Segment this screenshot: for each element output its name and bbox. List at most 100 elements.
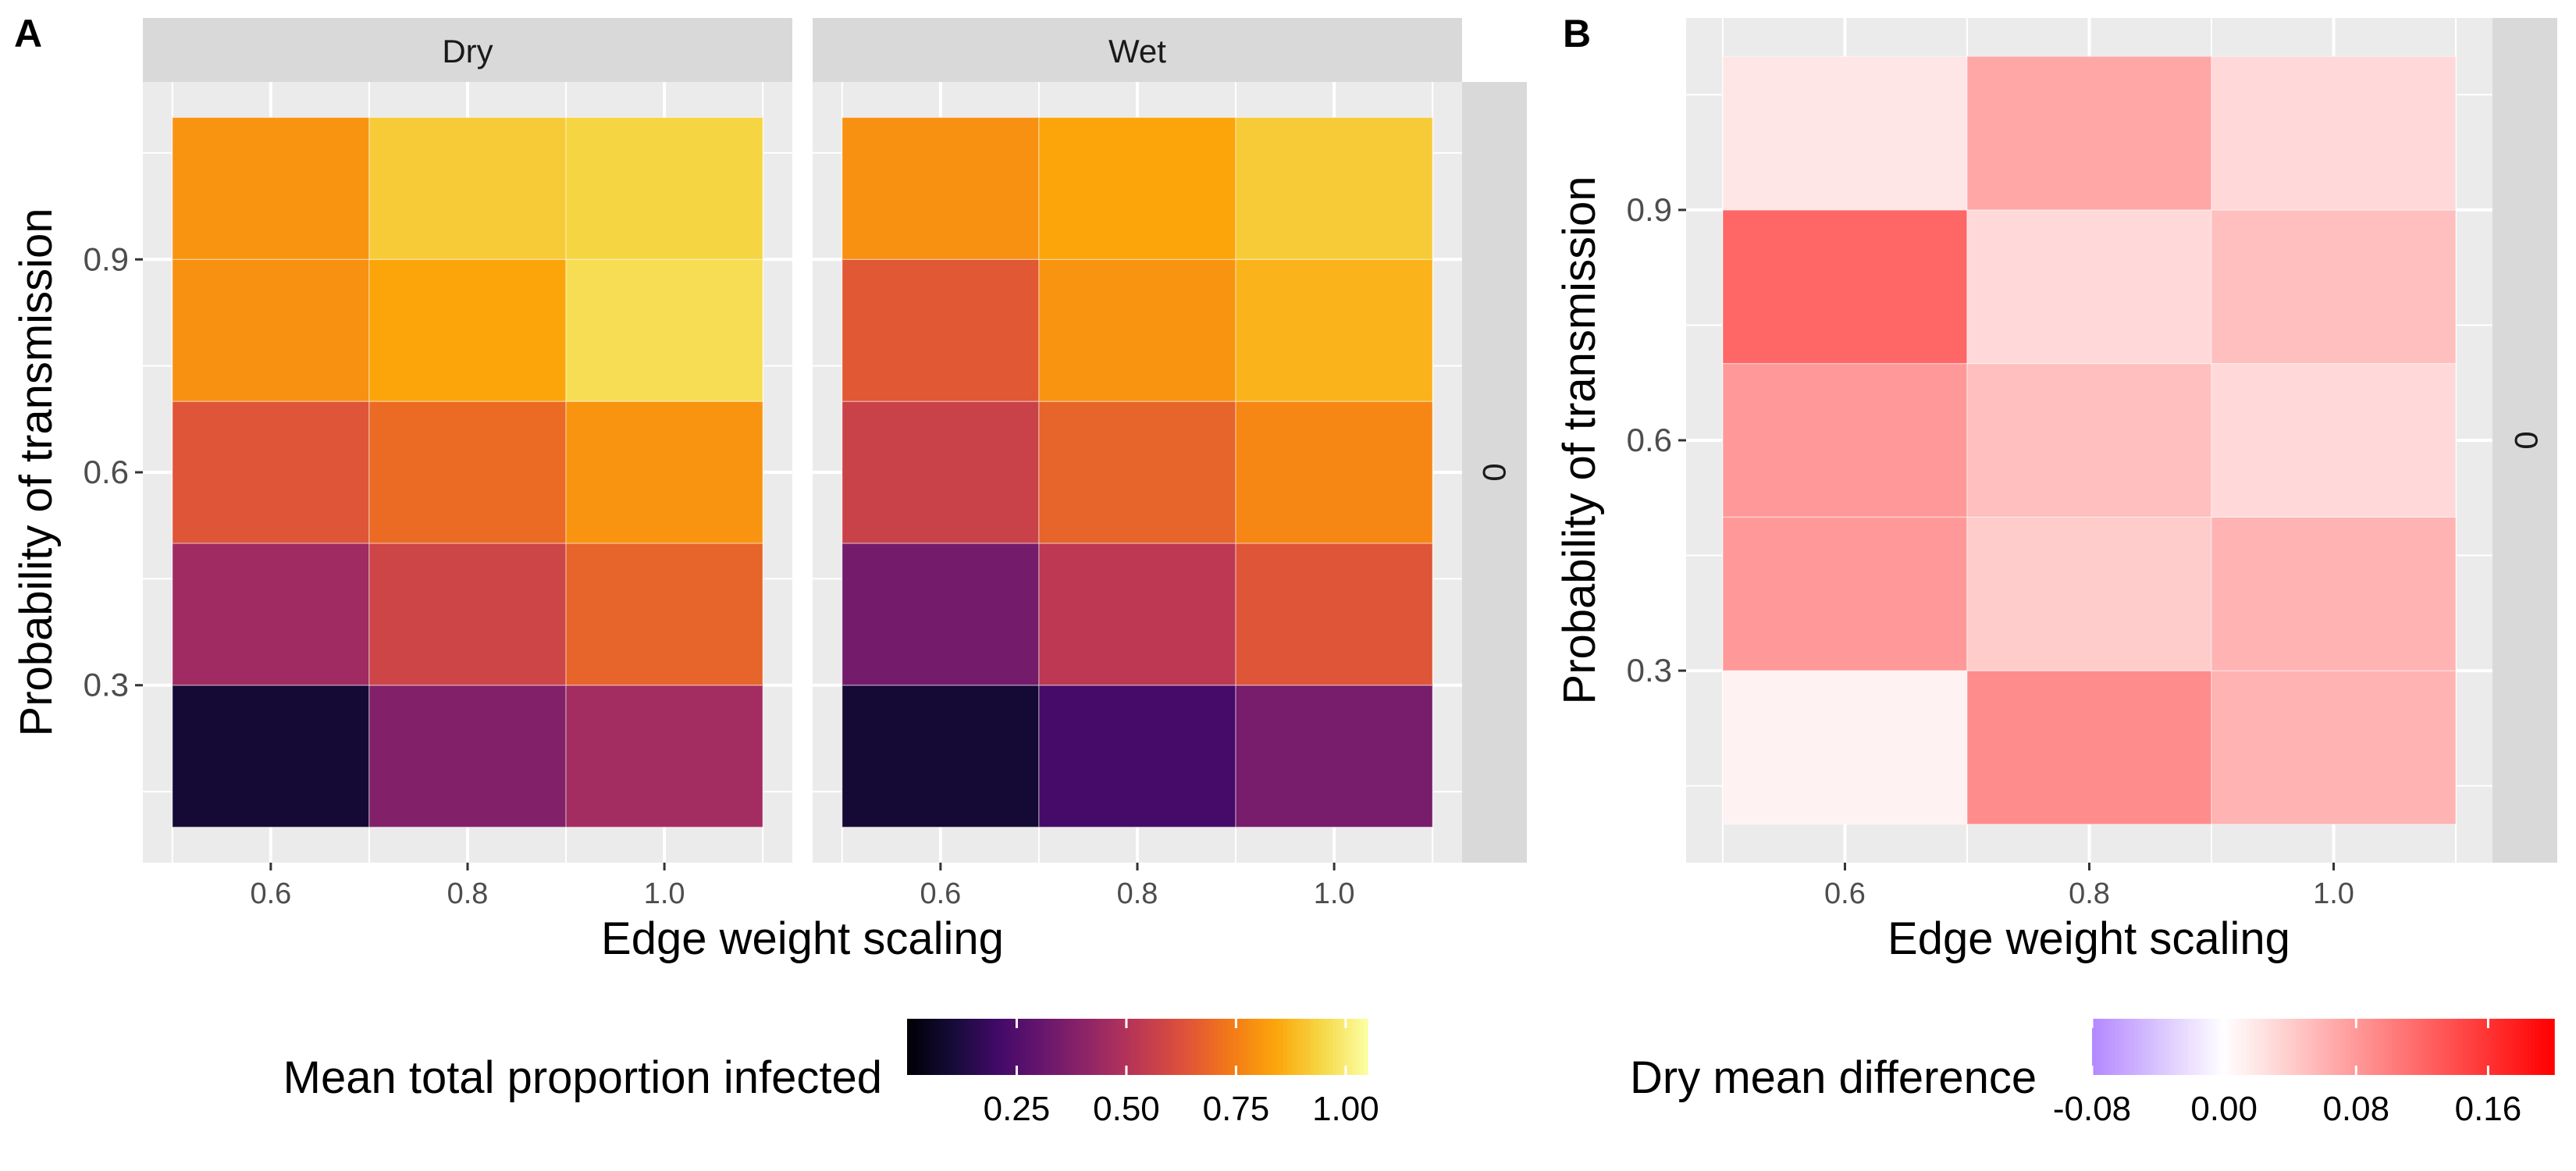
legend-b-colorbar-segment xyxy=(2211,1019,2216,1075)
legend-b-colorbar-segment xyxy=(2469,1019,2475,1075)
facet-dry-tiles xyxy=(172,116,763,828)
legend-a-colorbar-segment xyxy=(1233,1019,1238,1075)
legend-a-colorbar-segment xyxy=(918,1019,923,1075)
diff-tile xyxy=(1966,55,2212,211)
legend-a-colorbar-segment xyxy=(1080,1019,1084,1075)
legend-b-colorbar-segment xyxy=(2523,1019,2528,1075)
legend-a-colorbar-segment xyxy=(976,1019,981,1075)
legend-a-colorbar-segment xyxy=(1083,1019,1088,1075)
legend-a-colorbar-segment xyxy=(1322,1019,1326,1075)
legend-b-colorbar-segment xyxy=(2246,1019,2251,1075)
legend-b-colorbar-segment xyxy=(2377,1019,2382,1075)
dry-x-tick-label: 0.8 xyxy=(447,877,489,910)
legend-b-colorbar-segment xyxy=(2346,1019,2351,1075)
legend-a-colorbar-segment xyxy=(1137,1019,1142,1075)
legend-a-colorbar-segment xyxy=(1340,1019,1346,1075)
legend-b-colorbar-segment xyxy=(2234,1019,2240,1075)
legend-a-colorbar-segment xyxy=(1064,1019,1069,1075)
dry-y-tick-label: 0.6 xyxy=(84,454,129,490)
legend-b-colorbar-segment xyxy=(2161,1019,2166,1075)
legend-b-colorbar-segment xyxy=(2095,1019,2101,1075)
legend-b-colorbar-segment xyxy=(2381,1019,2386,1075)
legend-b-colorbar-segment xyxy=(2200,1019,2204,1075)
legend-b-colorbar-segment xyxy=(2419,1019,2425,1075)
legend-a-colorbar-segment xyxy=(1352,1019,1357,1075)
panel-a: A Dry Wet 0 0.6 0.8 1.00.30.60.90.6 0.8 1.0 … xyxy=(11,12,1527,964)
legend-b-colorbar-segment xyxy=(2492,1019,2497,1075)
legend-b-colorbar-segment xyxy=(2311,1019,2316,1075)
legend-b-colorbar-segment xyxy=(2550,1019,2555,1075)
legend-a-colorbar-segment xyxy=(1360,1019,1364,1075)
facet-dry-strip-label: Dry xyxy=(442,33,493,69)
legend-a-colorbar-segment xyxy=(960,1019,966,1075)
wet-tile xyxy=(1038,258,1236,402)
dry-tile xyxy=(368,400,567,544)
legend-a-colorbar-segment xyxy=(1356,1019,1361,1075)
legend-a-colorbar-segment xyxy=(1226,1019,1230,1075)
legend-a-colorbar-segment xyxy=(1034,1019,1038,1075)
legend-b-colorbar-segment xyxy=(2334,1019,2339,1075)
legend-a-colorbar-segment xyxy=(1052,1019,1058,1075)
legend-b-colorbar-segment xyxy=(2423,1019,2428,1075)
diff-tile xyxy=(2211,209,2457,365)
legend-b-colorbar-segment xyxy=(2261,1019,2266,1075)
diff-tile xyxy=(2211,670,2457,825)
legend-b-colorbar-segment xyxy=(2515,1019,2521,1075)
wet-tile xyxy=(1038,116,1236,260)
legend-b-colorbar-segment xyxy=(2357,1019,2363,1075)
legend-a-colorbar-segment xyxy=(1152,1019,1158,1075)
legend-b-colorbar-segment xyxy=(2115,1019,2120,1075)
legend-b-colorbar-tick-label: 0.16 xyxy=(2455,1090,2522,1128)
legend-a-colorbar-segment xyxy=(1329,1019,1334,1075)
legend-b-colorbar-segment xyxy=(2361,1019,2367,1075)
diff-tile xyxy=(1966,209,2212,365)
legend-b-colorbar-segment xyxy=(2099,1019,2105,1075)
legend-b-colorbar-segment xyxy=(2157,1019,2162,1075)
legend-a-colorbar-segment xyxy=(1190,1019,1196,1075)
legend-a-colorbar-segment xyxy=(1198,1019,1204,1075)
legend-b-colorbar-segment xyxy=(2226,1019,2232,1075)
legend-b-colorbar-segment xyxy=(2288,1019,2293,1075)
legend-b-colorbar-segment xyxy=(2204,1019,2208,1075)
legend-b-colorbar-segment xyxy=(2489,1019,2493,1075)
legend-b-colorbar-segment xyxy=(2531,1019,2536,1075)
legend-a-colorbar-segment xyxy=(1026,1019,1031,1075)
legend-a-colorbar-tick-label: 0.75 xyxy=(1203,1090,1270,1128)
legend-b-colorbar-segment xyxy=(2500,1019,2505,1075)
legend-b-colorbar-segment xyxy=(2272,1019,2278,1075)
legend-b-colorbar-segment xyxy=(2254,1019,2258,1075)
panel-a-axes: 0.6 0.8 1.0 0.3 0.6 0.9 0.6 0.8 1.0 xyxy=(84,240,1355,910)
dry-y-tick-label: 0.9 xyxy=(84,240,129,277)
legend-b-colorbar-segment xyxy=(2511,1019,2517,1075)
panel-a-letter: A xyxy=(14,12,42,55)
panel-b-letter: B xyxy=(1563,12,1591,55)
diff-tile xyxy=(1722,209,1968,365)
legend-b-colorbar-segment xyxy=(2431,1019,2435,1075)
legend-b-colorbar-segment xyxy=(2215,1019,2220,1075)
legend-b-colorbar-segment xyxy=(2218,1019,2224,1075)
panel-b-axes: 0.6 0.8 1.0 0.3 0.6 0.9 xyxy=(1627,191,2354,910)
legend-b-colorbar-segment xyxy=(2230,1019,2236,1075)
legend-b-colorbar-segment xyxy=(2446,1019,2451,1075)
legend-b-colorbar-segment xyxy=(2180,1019,2186,1075)
dry-x-tick-label: 0.6 xyxy=(250,877,291,910)
legend-a-colorbar-segment xyxy=(1168,1019,1173,1075)
dry-x-tick-label: 1.0 xyxy=(644,877,685,910)
panel-a-row-strip-label: 0 xyxy=(1476,463,1513,481)
dry-tile xyxy=(565,543,763,686)
legend-a-colorbar-segment xyxy=(1229,1019,1234,1075)
legend-b-colorbar-segment xyxy=(2350,1019,2355,1075)
legend-a-colorbar-segment xyxy=(1290,1019,1296,1075)
legend-a-colorbar-segment xyxy=(1045,1019,1050,1075)
legend-b-colorbar-segment xyxy=(2411,1019,2417,1075)
legend-a-colorbar-segment xyxy=(1202,1019,1208,1075)
legend-a-colorbar-segment xyxy=(907,1019,912,1075)
diff-x-tick-label: 0.6 xyxy=(1824,877,1866,910)
legend-b-colorbar-segment xyxy=(2138,1019,2143,1075)
legend-b-colorbar-segment xyxy=(2130,1019,2136,1075)
legend-b-colorbar-segment xyxy=(2342,1019,2347,1075)
panel-b: B 0 0.6 0.8 1.0 0.3 0.6 0.9 Edge weight scali… xyxy=(1554,12,2557,964)
facet-wet-strip-label: Wet xyxy=(1108,33,1166,69)
legend-a-colorbar-segment xyxy=(1118,1019,1123,1075)
legend-b-colorbar-segment xyxy=(2258,1019,2262,1075)
